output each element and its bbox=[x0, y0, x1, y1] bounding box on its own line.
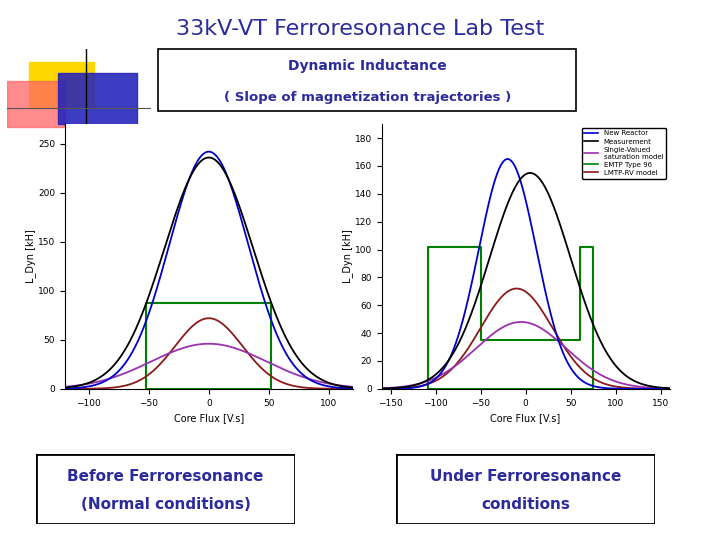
Text: conditions: conditions bbox=[481, 497, 570, 511]
Y-axis label: L_Dyn [kH]: L_Dyn [kH] bbox=[25, 230, 37, 284]
Bar bbox=[29, 62, 94, 108]
Bar bbox=[7, 80, 65, 126]
FancyBboxPatch shape bbox=[36, 454, 295, 524]
Y-axis label: L_Dyn [kH]: L_Dyn [kH] bbox=[342, 230, 354, 284]
Text: Under Ferroresonance: Under Ferroresonance bbox=[430, 469, 621, 483]
FancyBboxPatch shape bbox=[158, 49, 576, 111]
Bar bbox=[58, 73, 137, 124]
Text: 33kV-VT Ferroresonance Lab Test: 33kV-VT Ferroresonance Lab Test bbox=[176, 19, 544, 39]
FancyBboxPatch shape bbox=[396, 454, 655, 524]
Text: Dynamic Inductance: Dynamic Inductance bbox=[288, 59, 446, 73]
Text: (Normal conditions): (Normal conditions) bbox=[81, 497, 251, 511]
Text: Before Ferroresonance: Before Ferroresonance bbox=[68, 469, 264, 483]
X-axis label: Core Flux [V.s]: Core Flux [V.s] bbox=[174, 413, 244, 423]
X-axis label: Core Flux [V.s]: Core Flux [V.s] bbox=[490, 413, 561, 423]
Text: ( Slope of magnetization trajectories ): ( Slope of magnetization trajectories ) bbox=[224, 91, 510, 104]
Legend: New Reactor, Measurement, Single-Valued
saturation model, EMTP Type 96, LMTP-RV : New Reactor, Measurement, Single-Valued … bbox=[582, 127, 666, 179]
